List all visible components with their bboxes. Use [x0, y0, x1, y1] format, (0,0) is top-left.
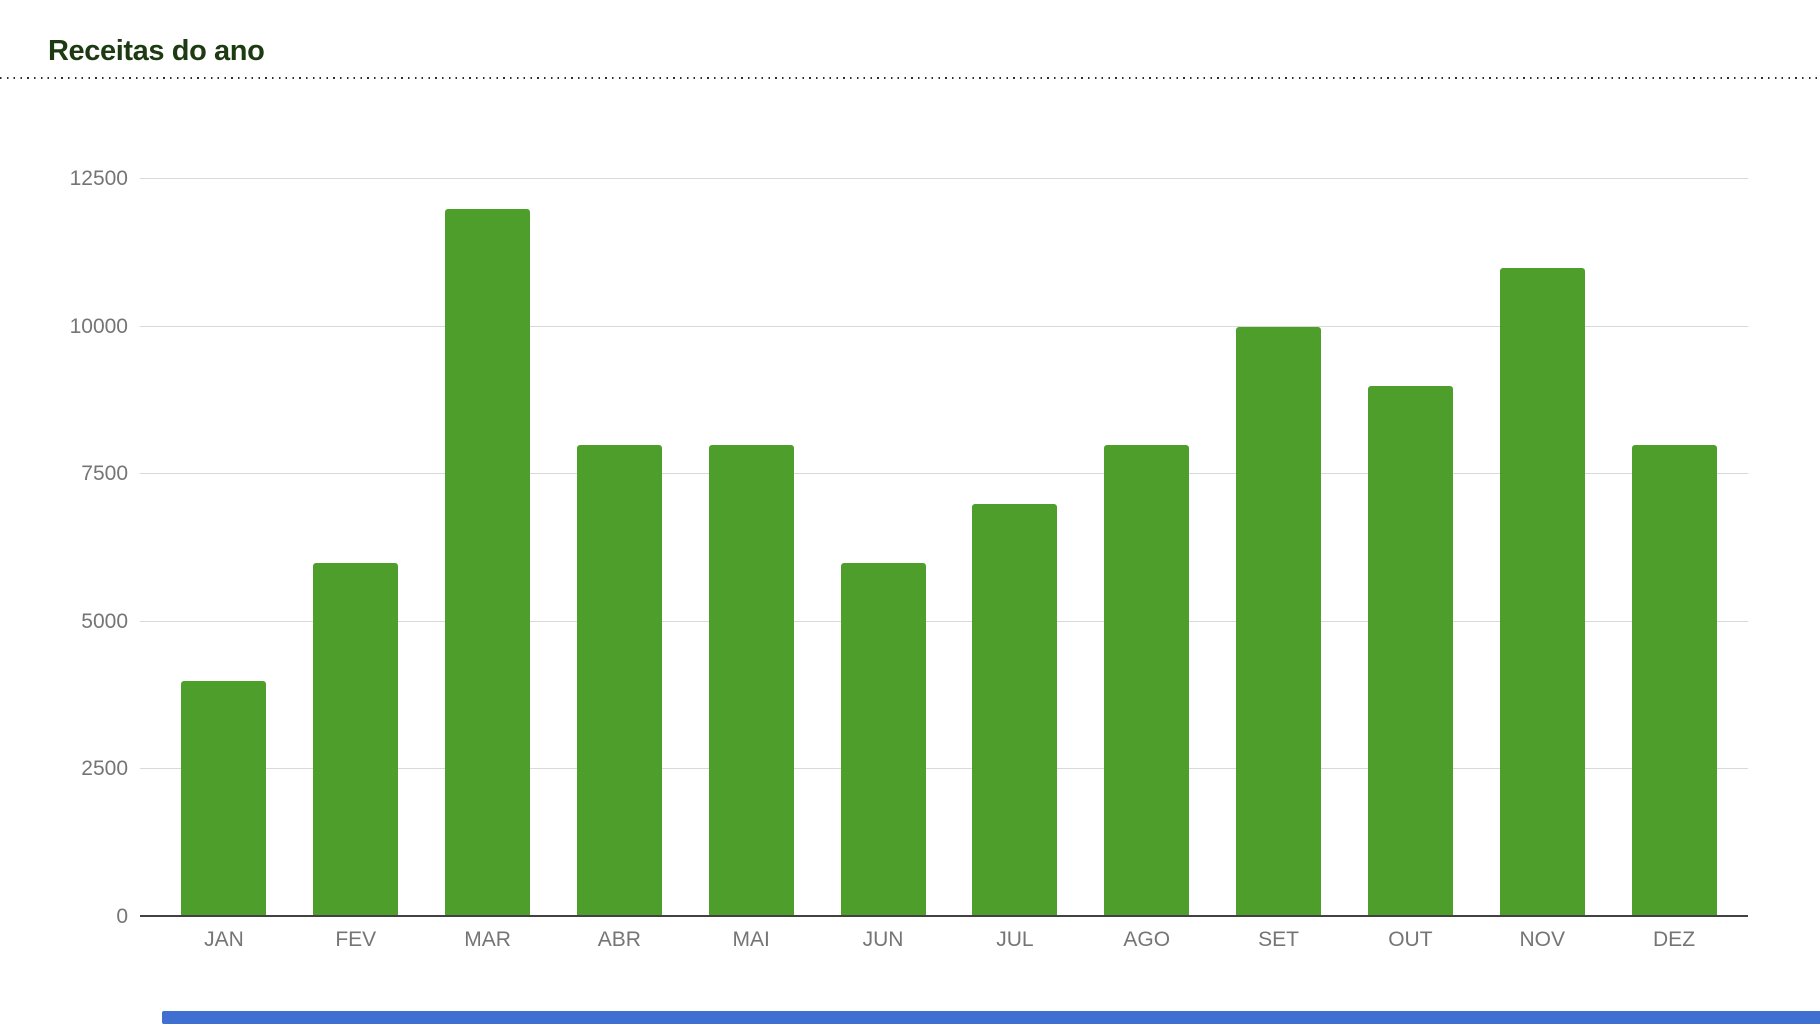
bar-jul[interactable]	[972, 503, 1058, 917]
bar-column-set	[1213, 179, 1345, 917]
bar-abr[interactable]	[576, 444, 662, 917]
dotted-divider	[0, 77, 1820, 79]
y-axis-label-2500: 2500	[81, 757, 128, 781]
gridline-7500	[140, 473, 1748, 475]
bar-column-mai	[685, 179, 817, 917]
bar-set[interactable]	[1236, 326, 1322, 917]
plot-area	[140, 178, 1748, 917]
bar-column-ago	[1081, 179, 1213, 917]
gridline-12500	[140, 178, 1748, 179]
y-axis-label-10000: 10000	[69, 314, 128, 338]
bar-column-abr	[553, 179, 685, 917]
gridline-5000	[140, 620, 1748, 622]
bar-mar[interactable]	[445, 208, 531, 917]
bar-series	[158, 179, 1740, 917]
bar-fev[interactable]	[313, 562, 399, 917]
x-axis-label-abr: ABR	[597, 928, 641, 951]
x-axis-label-jan: JAN	[204, 928, 244, 951]
bar-column-mar	[422, 179, 554, 917]
bar-column-out	[1344, 179, 1476, 917]
x-axis-label-ago: AGO	[1123, 928, 1171, 951]
horizontal-scrollbar-thumb[interactable]	[162, 1011, 1820, 1024]
x-axis-label-mai: MAI	[732, 928, 770, 951]
x-axis-label-dez: DEZ	[1653, 928, 1696, 951]
x-axis-label-fev: FEV	[335, 928, 377, 951]
x-axis-label-set: SET	[1258, 928, 1299, 951]
bar-column-jul	[949, 179, 1081, 917]
bar-jan[interactable]	[181, 680, 267, 917]
bar-column-fev	[290, 179, 422, 917]
bar-column-nov	[1476, 179, 1608, 917]
x-axis-label-jul: JUL	[996, 928, 1034, 951]
x-axis-label-out: OUT	[1388, 928, 1433, 951]
bar-ago[interactable]	[1104, 444, 1190, 917]
bar-column-dez	[1608, 179, 1740, 917]
x-axis-line	[140, 915, 1748, 917]
bar-mai[interactable]	[708, 444, 794, 917]
y-axis: 0 2500 5000 7500 10000 12500	[20, 167, 128, 928]
x-axis-label-jun: JUN	[862, 928, 904, 951]
page-title: Receitas do ano	[48, 35, 265, 68]
x-axis-label-nov: NOV	[1519, 928, 1565, 951]
y-axis-label-7500: 7500	[81, 462, 128, 486]
bar-jun[interactable]	[840, 562, 926, 917]
y-axis-label-0: 0	[116, 905, 128, 928]
bar-nov[interactable]	[1499, 267, 1585, 917]
bar-column-jun	[817, 179, 949, 917]
bar-out[interactable]	[1367, 385, 1453, 917]
bar-dez[interactable]	[1631, 444, 1717, 917]
gridline-2500	[140, 768, 1748, 770]
x-axis: JAN FEV MAR ABR MAI JUN JUL AGO SET OUT NOV DEZ	[158, 927, 1740, 953]
bar-column-jan	[158, 179, 290, 917]
gridline-10000	[140, 325, 1748, 327]
x-axis-label-mar: MAR	[464, 928, 511, 951]
y-axis-label-5000: 5000	[81, 609, 128, 633]
y-axis-label-12500: 12500	[69, 167, 128, 190]
